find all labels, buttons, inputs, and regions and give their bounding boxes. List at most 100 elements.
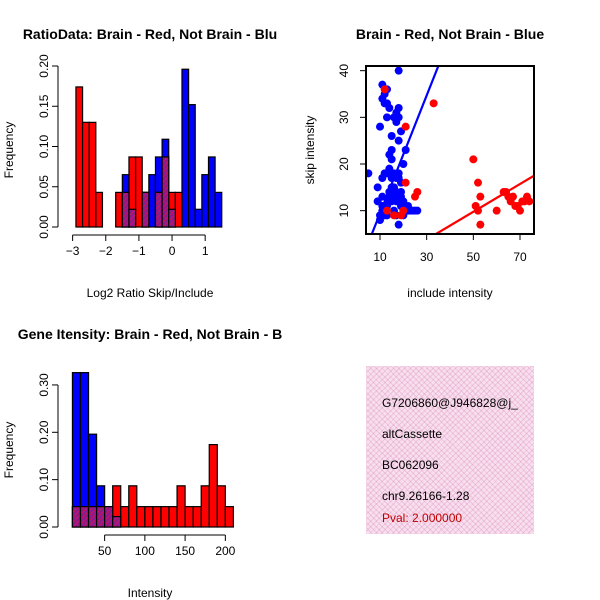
histogram-bar-brain bbox=[75, 86, 84, 228]
histogram-bar-brain bbox=[168, 506, 178, 528]
histogram-bar-brain bbox=[184, 506, 194, 528]
x-tick-label: 100 bbox=[135, 544, 155, 558]
scatter-point-brain bbox=[469, 155, 478, 164]
scatter-title: Brain - Red, Not Brain - Blue bbox=[356, 26, 544, 42]
y-tick-label: 0.10 bbox=[37, 468, 51, 492]
scatter-point-not-brain bbox=[376, 122, 384, 131]
scatter-point-brain bbox=[401, 122, 410, 131]
histogram-bar-overlap bbox=[95, 506, 106, 528]
histogram-bar-overlap bbox=[128, 208, 137, 228]
y-tick-label: 10 bbox=[337, 204, 351, 218]
y-tick-label: 0.30 bbox=[37, 373, 51, 397]
ratio-histogram-title: RatioData: Brain - Red, Not Brain - Blu bbox=[23, 26, 277, 42]
scatter-point-not-brain bbox=[385, 150, 394, 159]
info-panel: G7206860@J946828@j_ altCassette BC062096… bbox=[366, 366, 534, 534]
histogram-bar-brain bbox=[134, 156, 143, 228]
regression-line-not-brain bbox=[370, 66, 440, 234]
intensity-scatter-panel: Brain - Red, Not Brain - Blue 10 30 50 70 10… bbox=[303, 26, 544, 300]
histogram-bar-brain bbox=[128, 485, 138, 528]
scatter-point-brain bbox=[380, 85, 389, 94]
histogram-bar-brain bbox=[120, 506, 130, 528]
histogram-bar-not-brain bbox=[71, 372, 82, 528]
scatter-point-brain bbox=[476, 220, 485, 229]
gene-intensity-xlabel: Intensity bbox=[128, 586, 173, 600]
histogram-bar-brain bbox=[95, 191, 104, 228]
info-event-type: altCassette bbox=[382, 427, 443, 441]
info-location: chr9.26166-1.28 bbox=[382, 489, 470, 503]
y-tick-label: 0.20 bbox=[37, 54, 51, 78]
histogram-bar-brain bbox=[224, 506, 234, 528]
histogram-bar-brain bbox=[200, 485, 210, 528]
regression-line-brain bbox=[435, 174, 534, 234]
scatter-point-not-brain bbox=[392, 118, 401, 126]
histogram-bar-not-brain bbox=[207, 156, 216, 228]
y-tick-label: 0.05 bbox=[37, 175, 51, 199]
scatter-point-not-brain bbox=[394, 104, 403, 112]
scatter-xlabel: include intensity bbox=[407, 286, 492, 300]
ratio-histogram-ylabel: Frequency bbox=[2, 122, 16, 179]
x-tick-label: 70 bbox=[513, 250, 527, 264]
histogram-bar-not-brain bbox=[201, 174, 210, 228]
x-tick-label: 30 bbox=[420, 250, 434, 264]
scatter-point-brain bbox=[492, 206, 501, 215]
y-tick-label: 0.10 bbox=[37, 134, 51, 158]
scatter-point-brain bbox=[516, 206, 524, 215]
histogram-bar-not-brain bbox=[188, 104, 196, 228]
scatter-point-not-brain bbox=[387, 132, 396, 140]
x-tick-label: −1 bbox=[132, 244, 146, 258]
x-tick-label: 200 bbox=[215, 544, 235, 558]
gene-intensity-panel: Gene Itensity: Brain - Red, Not Brain - … bbox=[2, 326, 282, 600]
scatter-point-brain bbox=[509, 192, 517, 201]
scatter-point-brain bbox=[413, 188, 422, 196]
histogram-bar-overlap bbox=[79, 506, 90, 528]
scatter-point-brain bbox=[474, 178, 482, 187]
gene-intensity-title: Gene Itensity: Brain - Red, Not Brain - … bbox=[18, 326, 282, 342]
histogram-bar-brain bbox=[88, 121, 97, 228]
histogram-bar-overlap bbox=[141, 191, 150, 228]
y-tick-label: 40 bbox=[337, 64, 351, 78]
histogram-bar-overlap bbox=[121, 191, 130, 228]
ratio-histogram-xlabel: Log2 Ratio Skip/Include bbox=[87, 286, 214, 300]
x-tick-label: −2 bbox=[99, 244, 113, 258]
scatter-point-not-brain bbox=[385, 104, 394, 112]
histogram-bar-brain bbox=[192, 506, 202, 528]
histogram-bar-not-brain bbox=[148, 174, 157, 228]
y-tick-label: 30 bbox=[337, 110, 351, 124]
scatter-point-brain bbox=[399, 206, 408, 215]
x-tick-label: 150 bbox=[175, 544, 195, 558]
x-tick-label: 50 bbox=[467, 250, 481, 264]
scatter-ylabel: skip intensity bbox=[303, 116, 317, 185]
y-tick-label: 20 bbox=[337, 157, 351, 171]
x-tick-label: 0 bbox=[169, 244, 176, 258]
scatter-point-not-brain bbox=[413, 206, 422, 215]
histogram-bar-overlap bbox=[87, 506, 98, 528]
histogram-bar-brain bbox=[176, 485, 186, 528]
gene-intensity-ylabel: Frequency bbox=[2, 422, 16, 479]
scatter-plot-frame bbox=[365, 65, 535, 235]
scatter-point-not-brain bbox=[373, 183, 382, 192]
scatter-plot-area bbox=[366, 66, 534, 234]
histogram-bar-overlap bbox=[154, 191, 163, 228]
histogram-bar-not-brain bbox=[79, 372, 90, 528]
histogram-bar-brain bbox=[136, 506, 146, 528]
scatter-point-not-brain bbox=[378, 192, 387, 201]
histogram-bar-overlap bbox=[71, 506, 82, 528]
histogram-bar-brain bbox=[152, 506, 162, 528]
x-tick-label: 1 bbox=[202, 244, 209, 258]
scatter-point-not-brain bbox=[394, 66, 403, 75]
x-tick-label: 10 bbox=[373, 250, 387, 264]
histogram-bar-brain bbox=[160, 506, 170, 528]
histogram-bar-brain bbox=[216, 485, 226, 528]
histogram-bar-not-brain bbox=[214, 191, 223, 228]
y-tick-label: 0.20 bbox=[37, 420, 51, 444]
ratio-histogram-panel: RatioData: Brain - Red, Not Brain - Blu … bbox=[2, 26, 277, 300]
info-accession: BC062096 bbox=[382, 458, 439, 472]
x-tick-label: −3 bbox=[66, 244, 80, 258]
scatter-point-brain bbox=[476, 192, 485, 201]
scatter-point-not-brain bbox=[366, 169, 373, 178]
scatter-point-brain bbox=[525, 197, 534, 206]
scatter-point-not-brain bbox=[397, 192, 405, 201]
histogram-bar-brain bbox=[115, 191, 123, 228]
scatter-point-brain bbox=[429, 99, 438, 108]
